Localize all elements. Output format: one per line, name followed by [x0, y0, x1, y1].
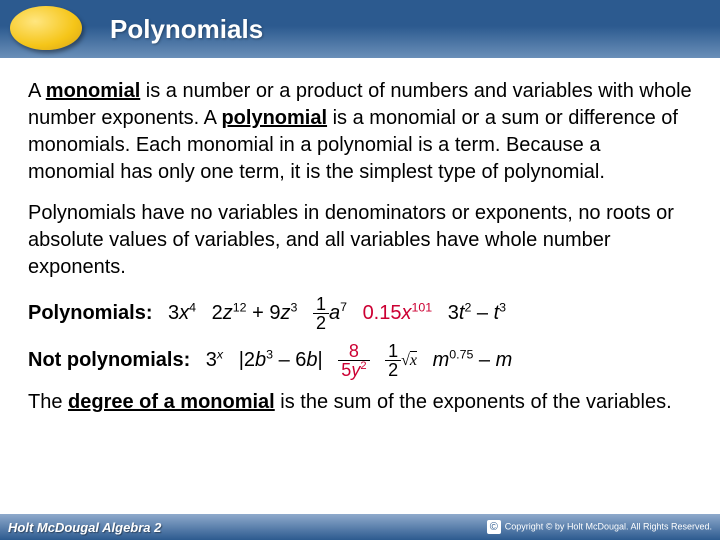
polynomials-row: Polynomials: 3x4 2z12 + 9z3 12a7 0.15x10… — [28, 295, 692, 332]
term-monomial: monomial — [46, 80, 140, 102]
poly-example-5: 3t2 – t3 — [448, 300, 506, 327]
copyright-icon: © — [487, 520, 501, 534]
notpoly-example-3: 85y2 — [338, 342, 369, 379]
paragraph-rules: Polynomials have no variables in denomin… — [28, 200, 692, 281]
poly-example-2: 2z12 + 9z3 — [212, 300, 298, 327]
slide-content: A monomial is a number or a product of n… — [0, 58, 720, 416]
text: The — [28, 391, 68, 413]
not-polynomials-row: Not polynomials: 3x |2b3 – 6b| 85y2 12√x… — [28, 342, 692, 379]
term-degree: degree of a monomial — [68, 391, 275, 413]
slide-header: Polynomials — [0, 0, 720, 58]
slide-footer: Holt McDougal Algebra 2 ©Copyright © by … — [0, 514, 720, 540]
notpoly-example-4: 12√x — [385, 342, 417, 379]
polynomials-label: Polynomials: — [28, 300, 152, 327]
poly-example-3: 12a7 — [313, 295, 347, 332]
notpoly-example-5: m0.75 – m — [433, 347, 513, 374]
poly-example-4: 0.15x101 — [363, 300, 433, 327]
notpoly-example-2: |2b3 – 6b| — [239, 347, 323, 374]
footer-copyright: ©Copyright © by Holt McDougal. All Right… — [487, 520, 712, 534]
footer-textbook: Holt McDougal Algebra 2 — [8, 520, 161, 535]
term-polynomial: polynomial — [221, 107, 327, 129]
paragraph-degree: The degree of a monomial is the sum of t… — [28, 389, 692, 416]
text: A — [28, 80, 46, 102]
not-polynomials-label: Not polynomials: — [28, 347, 190, 374]
text: is the sum of the exponents of the varia… — [275, 391, 672, 413]
poly-example-1: 3x4 — [168, 300, 196, 327]
paragraph-definition: A monomial is a number or a product of n… — [28, 78, 692, 186]
header-oval-icon — [10, 6, 82, 50]
sqrt-icon: √x — [401, 350, 417, 372]
notpoly-example-1: 3x — [206, 347, 223, 374]
slide-title: Polynomials — [110, 14, 263, 45]
